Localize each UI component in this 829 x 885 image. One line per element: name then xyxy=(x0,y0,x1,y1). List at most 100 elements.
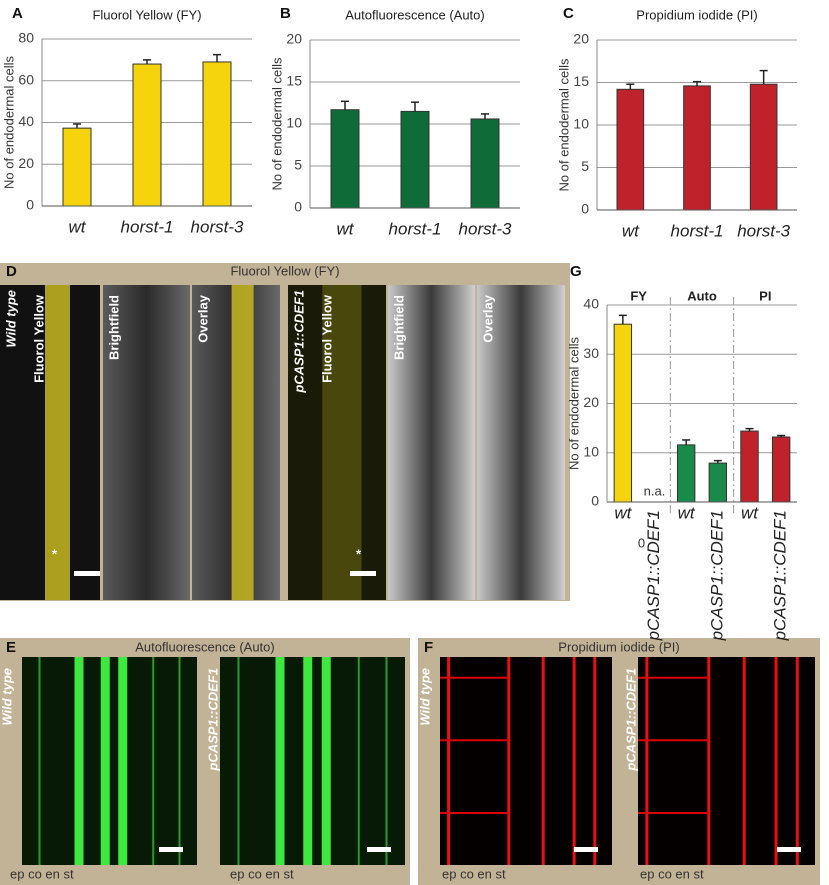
error-bar xyxy=(713,459,722,464)
y-axis-label: No of endodermal cells xyxy=(566,337,581,470)
chart-title: Autofluorescence (Auto) xyxy=(345,7,484,22)
scale-bar xyxy=(350,571,376,576)
x-tick-label: wt xyxy=(741,503,759,522)
group-label: PI xyxy=(759,288,771,303)
panel-title: Fluorol Yellow (FY) xyxy=(230,263,339,278)
error-bar xyxy=(777,434,786,437)
group-label: Auto xyxy=(687,288,717,303)
y-tick-label: 20 xyxy=(18,155,34,171)
y-tick-label: 30 xyxy=(583,345,599,361)
y-tick-label: 0 xyxy=(591,493,599,509)
xylem xyxy=(74,657,84,865)
y-tick-label: 10 xyxy=(573,116,589,132)
micrograph xyxy=(477,285,565,600)
x-tick-label: pCASP1::CDEF1 xyxy=(707,510,726,641)
xylem xyxy=(321,657,331,865)
bar xyxy=(683,85,711,211)
x-tick-label: wt xyxy=(678,503,696,522)
x-tick-label: wt xyxy=(614,503,632,522)
panel-label: E xyxy=(6,639,16,656)
row-label: Wild type xyxy=(3,290,18,348)
group-label: FY xyxy=(630,288,647,303)
error-bar xyxy=(682,439,691,445)
micrograph xyxy=(103,285,190,600)
error-bar xyxy=(626,83,635,90)
y-tick-label: 5 xyxy=(294,157,302,173)
panel-label: A xyxy=(12,5,23,22)
x-tick-label: horst-1 xyxy=(389,219,442,238)
y-tick-label: 10 xyxy=(286,115,302,131)
image-label: Overlay xyxy=(195,294,210,342)
tissue-labels: ep co en st xyxy=(10,866,74,881)
error-bar xyxy=(481,113,489,119)
scale-bar xyxy=(159,847,183,852)
panel-label: C xyxy=(563,5,574,22)
bar xyxy=(330,109,360,209)
x-tick-label: horst-3 xyxy=(459,219,512,238)
x-tick-label: pCASP1::CDEF1 xyxy=(771,510,790,641)
image-label: Brightfield xyxy=(391,295,406,360)
asterisk: * xyxy=(356,546,362,561)
row-label: Wild type xyxy=(0,668,14,726)
root-signal xyxy=(45,285,70,600)
scale-bar xyxy=(777,847,801,852)
y-tick-label: 80 xyxy=(18,30,34,46)
scale-bar xyxy=(367,847,391,852)
row-label: pCASP1::CDEF1 xyxy=(291,290,306,394)
y-axis-label: No of endodermal cells xyxy=(556,58,571,191)
y-axis-label: No of endodermal cells xyxy=(269,57,284,190)
bar xyxy=(771,436,791,503)
image-label: Overlay xyxy=(480,294,495,342)
error-bar xyxy=(411,101,419,112)
y-tick-label: 40 xyxy=(18,113,34,129)
image-label: Fluorol Yellow xyxy=(319,294,334,383)
bar xyxy=(62,127,92,207)
y-tick-label: 40 xyxy=(583,296,599,312)
row-label: pCASP1::CDEF1 xyxy=(623,668,638,772)
y-tick-label: 10 xyxy=(583,443,599,459)
y-tick-label: 60 xyxy=(18,71,34,87)
micrograph xyxy=(440,657,612,865)
tissue-labels: ep co en st xyxy=(640,866,704,881)
x-tick-label: horst-1 xyxy=(671,221,724,240)
row-label: Wild type xyxy=(417,668,432,726)
panel-label: F xyxy=(424,639,433,656)
x-tick-label: pCASP1::CDEF1 xyxy=(644,510,663,641)
bar xyxy=(470,118,500,209)
panel-title: Propidium iodide (PI) xyxy=(558,639,679,654)
bar xyxy=(132,63,162,207)
error-bar xyxy=(693,80,701,86)
scale-bar xyxy=(574,847,598,852)
bar xyxy=(202,61,232,207)
x-tick-label: horst-1 xyxy=(121,217,174,236)
root-signal xyxy=(322,285,362,600)
panel-label: B xyxy=(280,5,291,22)
y-tick-label: 20 xyxy=(583,394,599,410)
x-tick-label: wt xyxy=(69,217,87,236)
xylem xyxy=(100,657,110,865)
tissue-labels: ep co en st xyxy=(230,866,294,881)
panel-label: D xyxy=(6,263,17,280)
bar xyxy=(749,83,778,211)
root-signal xyxy=(231,285,254,600)
y-axis-label: No of endodermal cells xyxy=(1,56,16,189)
error-bar xyxy=(341,100,349,110)
error-bar xyxy=(213,53,221,62)
panel-title: Autofluorescence (Auto) xyxy=(135,639,274,654)
y-tick-label: 20 xyxy=(573,31,589,47)
bar xyxy=(740,430,759,503)
y-tick-label: 5 xyxy=(581,158,589,174)
error-bar xyxy=(745,427,754,432)
chart-title: Fluorol Yellow (FY) xyxy=(92,7,201,22)
error-bar xyxy=(73,123,81,129)
bar xyxy=(676,444,696,503)
x-tick-label: horst-3 xyxy=(191,217,244,236)
y-tick-label: 15 xyxy=(573,73,589,89)
micrograph xyxy=(220,657,405,865)
y-tick-label: 0 xyxy=(26,197,34,213)
x-tick-label: horst-3 xyxy=(737,221,790,240)
row-label: pCASP1::CDEF1 xyxy=(205,668,220,772)
x-tick-label: wt xyxy=(622,221,640,240)
y-tick-label: 0 xyxy=(294,199,302,215)
